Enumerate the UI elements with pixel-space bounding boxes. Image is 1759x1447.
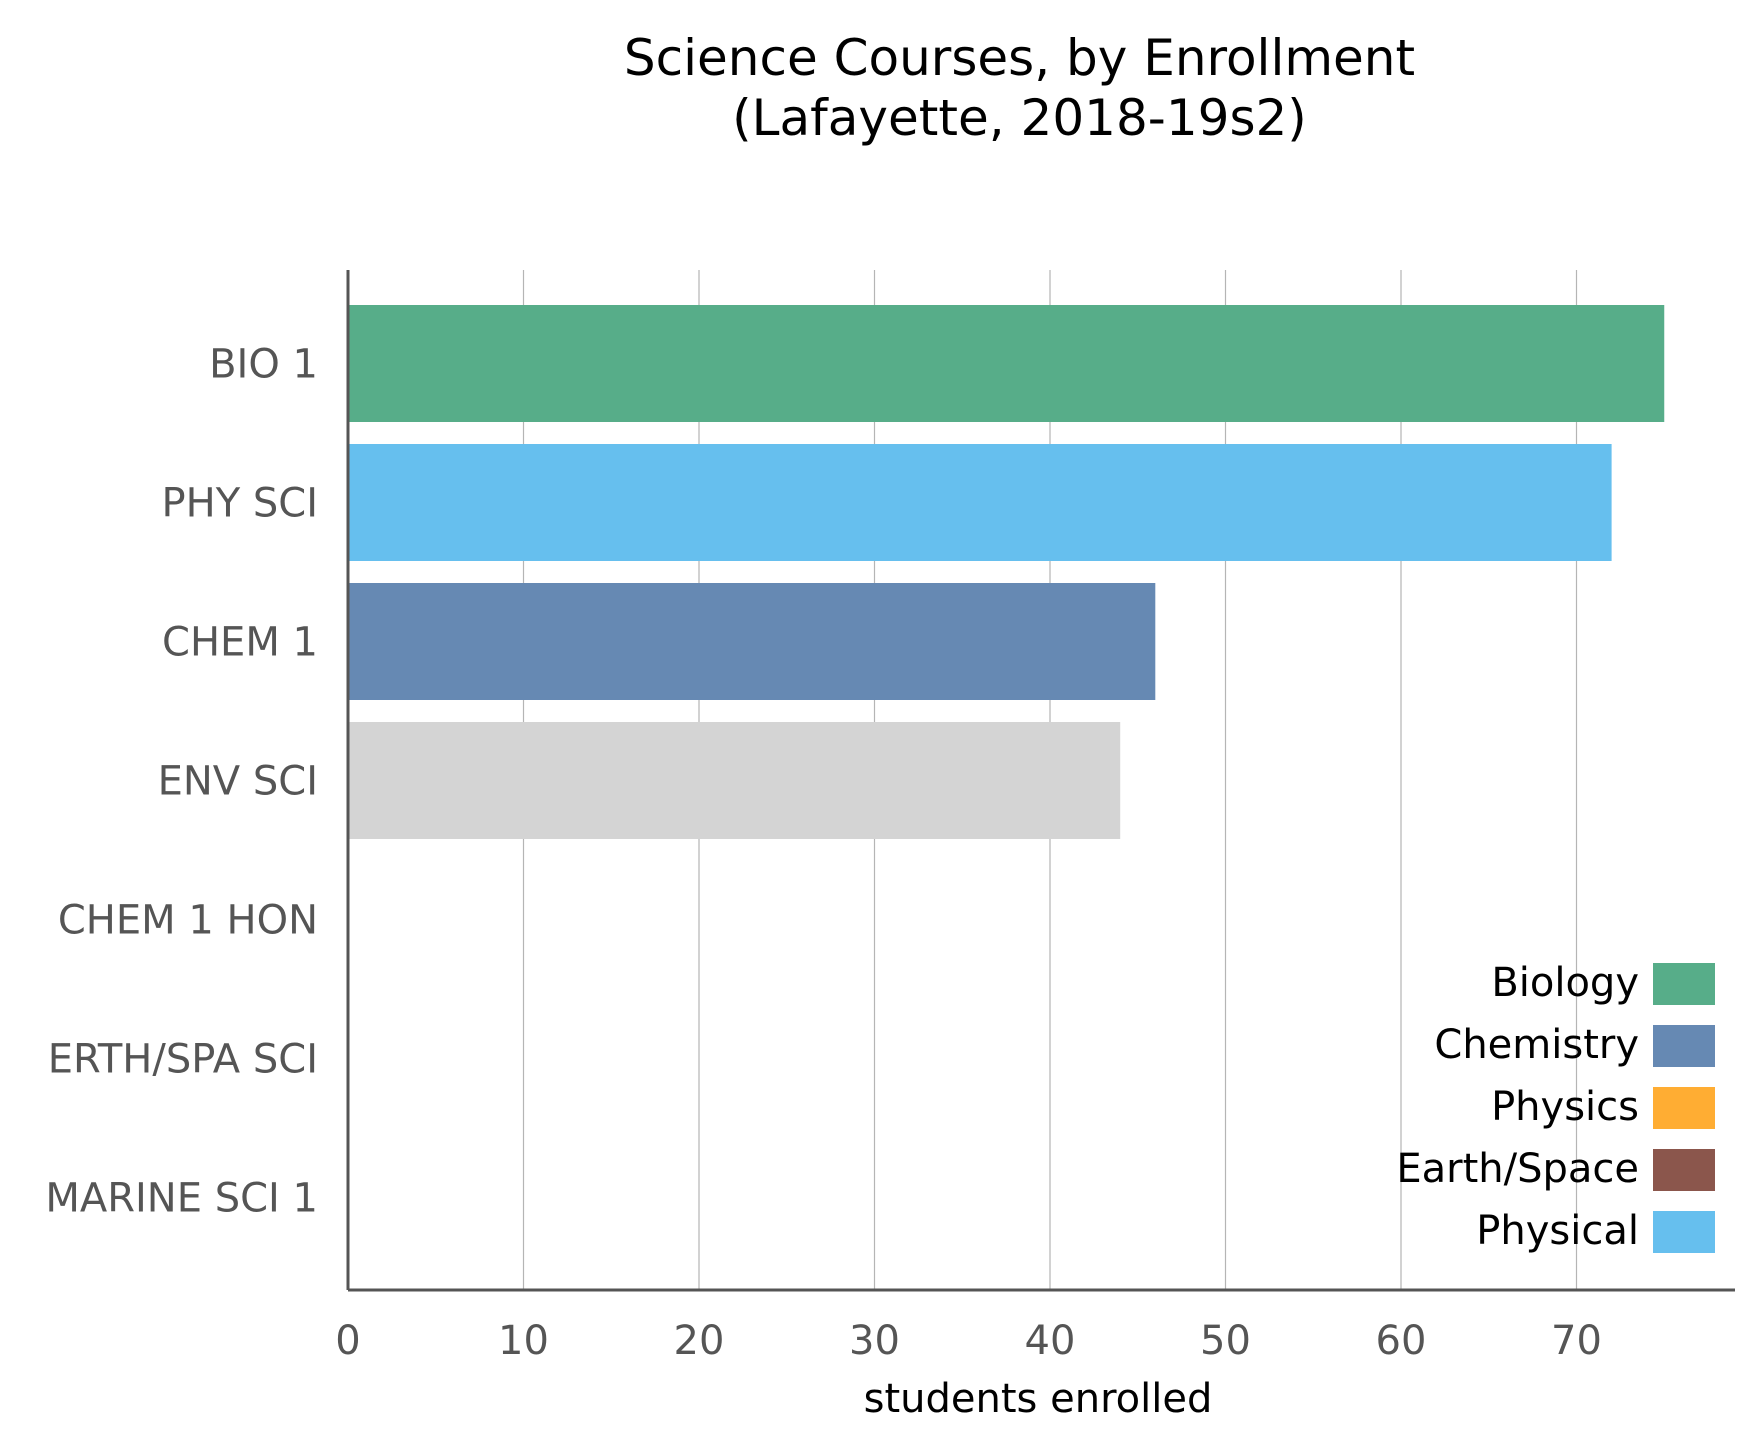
x-tick-label: 40 bbox=[1025, 1318, 1076, 1364]
y-tick-label: BIO 1 bbox=[209, 342, 318, 388]
legend-item: Physical bbox=[1476, 1208, 1715, 1254]
legend-swatch bbox=[1653, 1025, 1715, 1067]
y-tick-label: CHEM 1 bbox=[162, 620, 318, 666]
y-tick-label: CHEM 1 HON bbox=[58, 898, 318, 944]
y-tick-label: MARINE SCI 1 bbox=[45, 1176, 318, 1222]
legend-item: Chemistry bbox=[1434, 1022, 1715, 1068]
y-tick-label: PHY SCI bbox=[162, 481, 318, 527]
legend-item: Physics bbox=[1491, 1084, 1715, 1130]
y-tick-label: ERTH/SPA SCI bbox=[48, 1037, 318, 1083]
legend-label: Chemistry bbox=[1434, 1022, 1639, 1068]
bar-chem-1 bbox=[348, 583, 1156, 700]
bars bbox=[348, 305, 1665, 839]
x-tick-label: 60 bbox=[1376, 1318, 1427, 1364]
x-tick-label: 70 bbox=[1551, 1318, 1602, 1364]
legend-label: Physics bbox=[1491, 1084, 1639, 1130]
x-tick-label: 30 bbox=[849, 1318, 900, 1364]
x-tick-label: 20 bbox=[674, 1318, 725, 1364]
axes bbox=[346, 270, 1735, 1292]
bar-env-sci bbox=[348, 722, 1121, 839]
bar-phy-sci bbox=[348, 444, 1612, 561]
legend-label: Earth/Space bbox=[1396, 1146, 1639, 1192]
y-tick-labels: BIO 1 PHY SCI CHEM 1 ENV SCI CHEM 1 HON ERTH/… bbox=[45, 342, 318, 1222]
legend-label: Biology bbox=[1491, 960, 1639, 1006]
bar-bio-1 bbox=[348, 305, 1665, 422]
legend-label: Physical bbox=[1476, 1208, 1639, 1254]
legend-swatch bbox=[1653, 1149, 1715, 1191]
chart-title: Science Courses, by Enrollment (Lafayett… bbox=[0, 28, 1759, 148]
chart-title-line-1: Science Courses, by Enrollment bbox=[623, 29, 1416, 87]
x-tick-label: 10 bbox=[498, 1318, 549, 1364]
x-tick-label: 50 bbox=[1200, 1318, 1251, 1364]
legend: Biology Chemistry Physics Earth/Space Physic… bbox=[1396, 960, 1715, 1254]
legend-swatch bbox=[1653, 1211, 1715, 1253]
chart-title-line-2: (Lafayette, 2018-19s2) bbox=[732, 89, 1307, 147]
x-tick-labels: 0 10 20 30 40 50 60 70 bbox=[335, 1318, 1602, 1364]
x-axis-label: students enrolled bbox=[864, 1376, 1213, 1422]
y-tick-label: ENV SCI bbox=[158, 759, 318, 805]
legend-item: Biology bbox=[1491, 960, 1715, 1006]
legend-item: Earth/Space bbox=[1396, 1146, 1715, 1192]
legend-swatch bbox=[1653, 1087, 1715, 1129]
x-tick-label: 0 bbox=[335, 1318, 360, 1364]
legend-swatch bbox=[1653, 963, 1715, 1005]
